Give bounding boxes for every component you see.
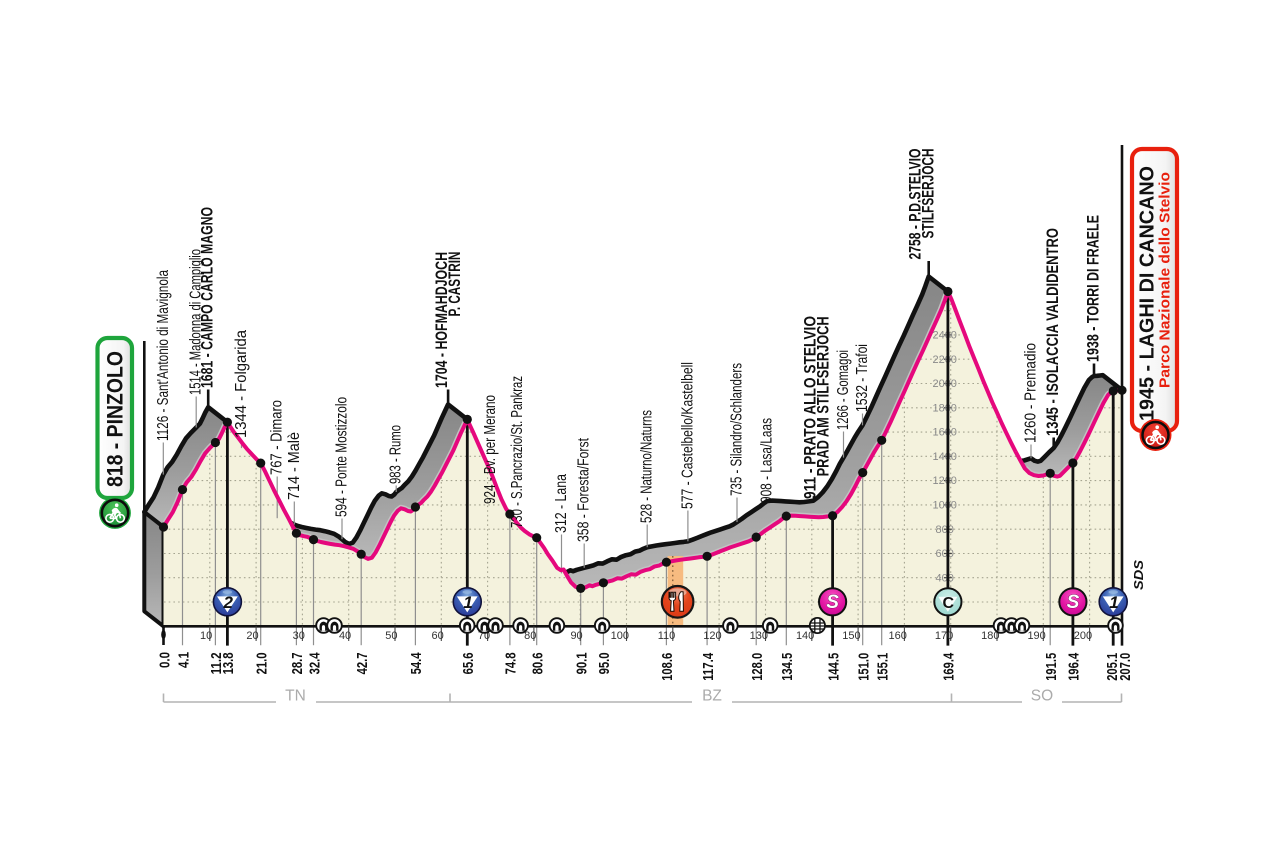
svg-text:735 - Silandro/Schlanders: 735 - Silandro/Schlanders [729, 363, 746, 496]
svg-text:1: 1 [463, 593, 472, 612]
svg-text:100: 100 [611, 630, 629, 642]
svg-text:65.6: 65.6 [460, 652, 477, 674]
svg-text:80: 80 [524, 630, 536, 642]
svg-text:90.1: 90.1 [574, 652, 591, 674]
svg-text:2000: 2000 [932, 378, 956, 390]
svg-text:155.1: 155.1 [875, 653, 892, 681]
svg-text:TN: TN [285, 688, 306, 705]
svg-text:P. CASTRIN: P. CASTRIN [446, 252, 464, 317]
svg-text:95.0: 95.0 [596, 652, 613, 674]
svg-text:4.1: 4.1 [175, 652, 192, 668]
svg-text:134.5: 134.5 [779, 653, 796, 681]
svg-text:170: 170 [935, 630, 953, 642]
svg-text:1800: 1800 [932, 402, 956, 414]
svg-text:32.4: 32.4 [306, 652, 323, 674]
svg-text:42.7: 42.7 [354, 652, 371, 674]
svg-text:90: 90 [570, 630, 582, 642]
svg-text:1945 - LAGHI DI CANCANO: 1945 - LAGHI DI CANCANO [1137, 166, 1159, 421]
svg-text:130: 130 [750, 630, 768, 642]
svg-text:20: 20 [246, 630, 258, 642]
svg-text:S: S [826, 592, 839, 613]
svg-text:SDS: SDS [1131, 560, 1146, 590]
svg-text:151.0: 151.0 [856, 653, 873, 681]
svg-text:PRAD AM STILFSERJOCH: PRAD AM STILFSERJOCH [815, 316, 833, 476]
svg-text:120: 120 [703, 630, 721, 642]
svg-text:54.4: 54.4 [408, 652, 425, 674]
svg-text:205.1: 205.1 [1104, 653, 1121, 681]
svg-text:1344 - Folgarida: 1344 - Folgarida [233, 330, 250, 438]
svg-text:1400: 1400 [932, 451, 956, 463]
svg-text:207.0: 207.0 [1117, 653, 1134, 681]
svg-text:110: 110 [658, 630, 676, 642]
svg-text:577 - Castelbello/Kastelbell: 577 - Castelbello/Kastelbell [679, 362, 696, 509]
svg-text:30: 30 [293, 630, 305, 642]
svg-text:60: 60 [432, 630, 444, 642]
svg-text:911 - PRATO ALLO STELVIO: 911 - PRATO ALLO STELVIO [801, 316, 819, 499]
svg-text:190: 190 [1027, 630, 1045, 642]
svg-text:13.8: 13.8 [220, 652, 237, 674]
svg-text:528 - Naturno/Naturns: 528 - Naturno/Naturns [639, 410, 656, 523]
svg-text:150: 150 [842, 630, 860, 642]
svg-text:STILFSERJOCH: STILFSERJOCH [919, 149, 937, 239]
svg-text:40: 40 [339, 630, 351, 642]
svg-text:196.4: 196.4 [1066, 652, 1083, 680]
svg-text:0.0: 0.0 [156, 652, 173, 668]
svg-text:128.0: 128.0 [749, 653, 766, 681]
svg-text:1260 - Premadio: 1260 - Premadio [1023, 343, 1040, 443]
svg-text:50: 50 [385, 630, 397, 642]
svg-text:1000: 1000 [932, 500, 956, 512]
svg-text:1: 1 [1109, 593, 1118, 612]
svg-text:2400: 2400 [932, 330, 956, 342]
svg-text:1266 - Gomagoi: 1266 - Gomagoi [835, 350, 852, 430]
svg-text:1681 - CAMPO CARLO MAGNO: 1681 - CAMPO CARLO MAGNO [199, 207, 217, 388]
svg-text:BZ: BZ [702, 688, 722, 705]
svg-text:2758 - P.D.STELVIO: 2758 - P.D.STELVIO [907, 148, 925, 259]
svg-text:600: 600 [936, 548, 954, 560]
svg-text:594 - Ponte Mostizzolo: 594 - Ponte Mostizzolo [334, 397, 351, 517]
svg-text:11.2: 11.2 [208, 652, 225, 674]
svg-text:1532 - Trafoi: 1532 - Trafoi [854, 344, 871, 412]
svg-text:1200: 1200 [932, 475, 956, 487]
svg-text:140: 140 [796, 630, 814, 642]
svg-text:818 - PINZOLO: 818 - PINZOLO [103, 351, 128, 487]
svg-text:108.6: 108.6 [659, 653, 676, 681]
svg-text:800: 800 [936, 524, 954, 536]
svg-text:C: C [943, 595, 955, 612]
svg-text:983 - Rumo: 983 - Rumo [388, 425, 405, 484]
svg-text:767 - Dimaro: 767 - Dimaro [269, 400, 286, 475]
svg-text:1600: 1600 [932, 427, 956, 439]
svg-text:730 - S.Pancrazio/St. Pankraz: 730 - S.Pancrazio/St. Pankraz [509, 376, 526, 528]
svg-text:74.8: 74.8 [503, 652, 520, 674]
svg-text:1938 - TORRI DI FRAELE: 1938 - TORRI DI FRAELE [1085, 215, 1103, 362]
svg-text:1704 - HOFMAHDJOCH: 1704 - HOFMAHDJOCH [433, 252, 451, 388]
svg-text:10: 10 [200, 630, 212, 642]
svg-text:400: 400 [936, 572, 954, 584]
svg-text:SO: SO [1031, 688, 1053, 705]
svg-text:908 - Lasa/Laas: 908 - Lasa/Laas [759, 418, 776, 503]
svg-text:28.7: 28.7 [289, 652, 306, 674]
svg-text:358 - Foresta/Forst: 358 - Foresta/Forst [576, 438, 593, 542]
svg-text:924 - Bv. per Merano: 924 - Bv. per Merano [482, 395, 499, 504]
svg-text:160: 160 [889, 630, 907, 642]
svg-text:2200: 2200 [932, 354, 956, 366]
svg-text:180: 180 [981, 630, 999, 642]
svg-text:21.0: 21.0 [254, 652, 271, 674]
svg-text:S: S [1067, 592, 1080, 613]
svg-text:Parco Nazionale dello Stelvio: Parco Nazionale dello Stelvio [1158, 172, 1174, 388]
svg-text:1345 - ISOLACCIA VALDIDENTRO: 1345 - ISOLACCIA VALDIDENTRO [1044, 228, 1062, 436]
svg-text:1126 - Sant'Antonio di Mavigno: 1126 - Sant'Antonio di Mavignola [155, 270, 172, 441]
svg-text:191.5: 191.5 [1043, 653, 1060, 681]
svg-text:2: 2 [222, 593, 233, 612]
svg-text:1514 - Madonna di Campiglio: 1514 - Madonna di Campiglio [188, 249, 205, 395]
svg-text:169.4: 169.4 [941, 652, 958, 680]
svg-text:144.5: 144.5 [825, 653, 842, 681]
svg-text:80.6: 80.6 [530, 652, 547, 674]
svg-text:117.4: 117.4 [700, 652, 717, 680]
svg-text:200: 200 [1074, 630, 1092, 642]
svg-text:714 - Malè: 714 - Malè [286, 432, 303, 500]
svg-text:312 - Lana: 312 - Lana [553, 474, 570, 533]
